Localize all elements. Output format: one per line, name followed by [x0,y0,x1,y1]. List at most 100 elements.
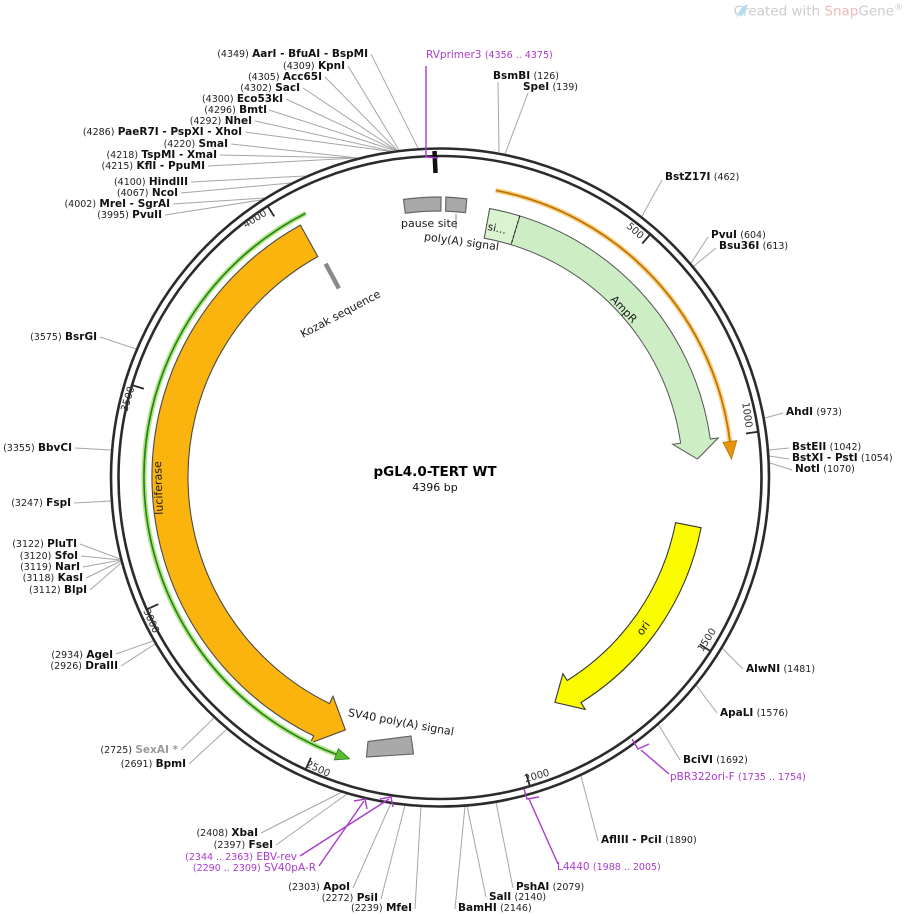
enzyme-label: (3122) PluTI [12,538,77,551]
site-name: BbvCI [38,442,72,454]
site-position: (2397) [213,840,246,851]
site-position: (4296) [204,105,236,116]
site-name: AgeI [86,649,113,661]
enzyme-label: (4218) TspMI - XmaI [106,149,217,162]
enzyme-label: PshAI (2079) [516,881,584,894]
site-position: (139) [552,82,578,93]
enzyme-label: (3120) SfoI [20,550,78,563]
site-position: (2303) [288,882,320,893]
site-name: MreI - SgrAI [99,198,170,210]
site-name: BlpI [63,584,87,596]
enzyme-label: Bsu36I (613) [719,240,788,253]
site-position: (4349) [217,49,249,60]
enzyme-label: PvuI (604) [711,229,766,242]
site-name: FseI [248,839,273,851]
site-name: NheI [224,115,252,127]
site-position: (1070) [823,464,855,475]
snapgene-leaf-icon [735,4,748,18]
site-name: SfoI [54,550,78,562]
site-position: (3119) [20,562,52,573]
tick-label-1500: 1500 [696,627,719,654]
site-name: ApoI [323,881,350,893]
primer-label: pBR322ori-F (1735 .. 1754) [670,771,806,784]
primer-range: (2290 .. 2309) [192,863,261,874]
site-name: SexAI * [135,744,178,756]
enzyme-label: (4305) Acc65I [248,71,322,84]
polya-signal-box [444,196,468,214]
site-position: (2079) [552,882,585,893]
site-position: (4305) [247,72,280,83]
enzyme-label: AhdI (973) [786,406,842,419]
site-position: (3112) [29,585,61,596]
site-name: PluTI [47,538,77,550]
site-position: (4309) [283,61,315,72]
site-position: (462) [713,172,740,183]
orange-promoter-arc [495,187,738,461]
plasmid-name: pGL4.0-TERT WT [373,464,497,480]
enzyme-label: NotI (1070) [795,463,855,476]
site-position: (604) [740,230,766,241]
kozak-sequence-tick [323,262,341,290]
enzyme-label: (4002) MreI - SgrAI [64,198,170,211]
site-position: (126) [533,71,559,82]
enzyme-label: (3575) BsrGI [30,331,97,344]
primer-label: (2290 .. 2309) SV40pA-R [193,862,316,875]
leader-lines [73,53,793,910]
site-name: Acc65I [282,71,322,83]
site-position: (2725) [100,745,133,756]
enzyme-label: (4300) Eco53kI [202,93,283,106]
site-position: (4292) [189,116,222,127]
site-position: (3122) [12,539,44,550]
site-name: HindIII [148,176,188,188]
primer-marks [299,66,670,867]
enzyme-label: (4286) PaeR7I - PspXI - XhoI [83,126,242,139]
primer-label: L4440 (1988 .. 2005) [557,861,661,874]
site-position: (2272) [321,893,354,904]
site-position: (2926) [50,661,82,672]
site-position: (3118) [22,573,55,584]
enzyme-label: (2725) SexAI * [100,744,178,757]
site-name: NarI [55,561,80,573]
enzyme-label: BamHI (2146) [458,902,532,915]
site-position: (3355) [3,443,35,454]
enzyme-label: (3247) FspI [11,497,71,510]
site-name: SacI [275,82,300,94]
site-name: PvuII [132,209,162,221]
site-name: NotI [795,463,820,475]
plasmid-title-block: pGL4.0-TERT WT 4396 bp [373,464,496,494]
enzyme-label: BsmBI (126) [493,70,559,83]
enzyme-label: (4292) NheI [190,115,252,128]
signal-sequence-label: si… [486,221,507,237]
plasmid-backbone [109,147,771,808]
enzyme-label: (4309) KpnI [283,60,345,73]
site-name: ApaLI [720,707,754,719]
primer-label: (2344 .. 2363) EBV-rev [185,851,297,864]
primer-name: SV40pA-R [264,862,316,874]
site-name: NcoI [151,187,178,199]
site-name: SalI [489,891,512,903]
enzyme-label: (4100) HindIII [114,176,188,189]
site-position: (4218) [106,150,139,161]
site-position: (3120) [19,551,52,562]
primer-name: L4440 [557,861,590,873]
enzyme-label: ApaLI (1576) [720,707,788,720]
site-position: (2146) [500,903,532,914]
luciferase-label: luciferase [151,461,166,515]
site-name: TspMI - XmaI [141,149,217,161]
luciferase-feature-arrow [151,224,347,745]
enzyme-label: BstZ17I (462) [665,171,739,184]
site-name: BciVI [683,754,713,766]
site-name: XbaI [231,827,258,839]
site-name: SmaI [198,138,229,150]
tick-label-1000: 1000 [739,402,753,429]
enzyme-label: (3118) KasI [23,572,83,585]
enzyme-label: (4349) AarI - BfuAI - BspMI [217,48,368,61]
site-name: PaeR7I - PspXI - XhoI [117,126,242,138]
site-position: (2408) [196,828,229,839]
enzyme-label: AflIII - PciI (1890) [601,834,697,847]
site-name: AarI - BfuAI - BspMI [252,48,368,60]
sv40-polya-box [365,735,415,758]
primer-range: (1988 .. 2005) [592,862,661,873]
site-position: (4302) [240,83,272,94]
